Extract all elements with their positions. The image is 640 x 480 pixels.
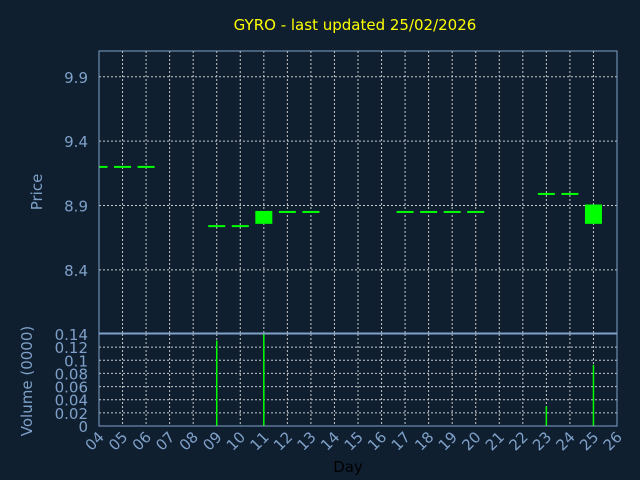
candle [208,225,226,228]
x-tick-label: 24 [553,428,579,454]
volume-tick-label: 0.06 [55,379,88,397]
volume-frame [98,333,618,427]
candle [302,210,320,213]
candle [420,210,438,213]
x-tick-label: 16 [364,428,390,454]
x-tick-label: 08 [176,428,202,454]
x-tick-label: 06 [129,428,155,454]
price-tick-label: 9.9 [64,69,88,87]
candle [231,225,249,228]
candle [278,210,296,213]
candle [537,192,555,195]
volume-bars [215,334,595,426]
candle [584,204,602,224]
price-frame [98,50,618,334]
chart-title: GYRO - last updated 25/02/2026 [234,16,477,34]
x-tick-label: 26 [600,428,626,454]
x-tick-label: 12 [270,428,296,454]
x-axis-label: Day [333,458,363,476]
x-tick-label: 07 [152,428,178,454]
volume-grid [98,333,618,427]
candle [396,210,414,213]
x-tick-label: 19 [435,428,461,454]
candle [99,165,108,168]
candle [137,165,155,168]
candles [99,165,602,228]
x-tick-label: 11 [246,428,272,454]
candle [443,210,461,213]
x-tick-label: 25 [576,428,602,454]
candle [255,210,273,224]
x-tick-label: 15 [341,428,367,454]
x-tick-label: 22 [505,428,531,454]
x-tick-label: 10 [223,428,249,454]
x-tick-label: 13 [294,428,320,454]
price-tick-label: 9.4 [64,133,88,151]
volume-axis-label: Volume (0000) [18,326,36,436]
x-tick-label: 05 [105,428,131,454]
volume-tick-label: 0.14 [55,326,88,344]
volume-tick-label: 0 [78,418,88,436]
x-tick-label: 14 [317,428,343,454]
axes: 0405060708091011121314151617181920212223… [55,50,626,454]
price-tick-label: 8.9 [64,198,88,216]
price-axis-label: Price [28,174,46,211]
x-tick-label: 18 [411,428,437,454]
volume-tick-label: 0.02 [55,405,88,423]
volume-tick-label: 0.04 [55,392,88,410]
candle [467,210,485,213]
candle [114,165,132,168]
price-tick-label: 8.4 [64,262,88,280]
x-tick-label: 23 [529,428,555,454]
x-tick-label: 17 [388,428,414,454]
x-tick-label: 09 [199,428,225,454]
candle [561,192,579,195]
x-tick-label: 21 [482,428,508,454]
price-grid [98,51,618,333]
volume-tick-label: 0.1 [64,352,88,370]
x-tick-label: 20 [458,428,484,454]
volume-tick-label: 0.12 [55,339,88,357]
volume-tick-label: 0.08 [55,365,88,383]
